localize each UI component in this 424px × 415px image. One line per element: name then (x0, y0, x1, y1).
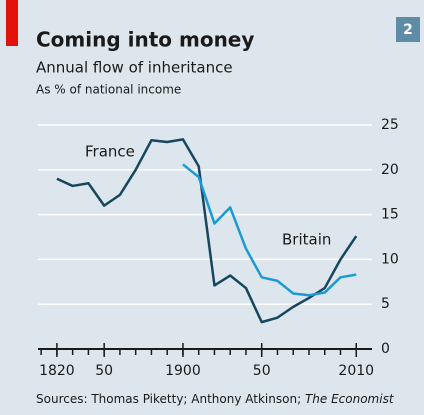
y-tick-label: 0 (381, 341, 390, 357)
subtitle: Annual flow of inheritance (36, 59, 233, 77)
x-tick-label: 1820 (39, 363, 75, 379)
badge: 2 (403, 22, 413, 38)
x-tick-label: 1900 (165, 363, 201, 379)
line (182, 163, 357, 297)
annotation: France (85, 143, 135, 161)
y-tick-label: 25 (381, 117, 399, 133)
line (56, 138, 358, 324)
y-tick-label: 20 (381, 162, 399, 178)
x-tick-label: 50 (95, 363, 113, 379)
source-italic: The Economist (305, 392, 395, 406)
x-tick-label: 2010 (338, 363, 374, 379)
y-tick-label: 15 (381, 207, 399, 223)
y-tick-label: 10 (381, 251, 399, 267)
source-text: Sources: Thomas Piketty; Anthony Atkinso… (36, 392, 305, 406)
annotation: Britain (282, 231, 331, 249)
chart-title: Coming into money (36, 28, 254, 52)
source: Sources: Thomas Piketty; Anthony Atkinso… (36, 392, 395, 406)
x-tick-label: 50 (253, 363, 271, 379)
unit-note: As % of national income (36, 83, 181, 97)
badge-box (396, 17, 420, 42)
y-tick-label: 5 (381, 296, 390, 312)
red-tab (6, 0, 18, 46)
